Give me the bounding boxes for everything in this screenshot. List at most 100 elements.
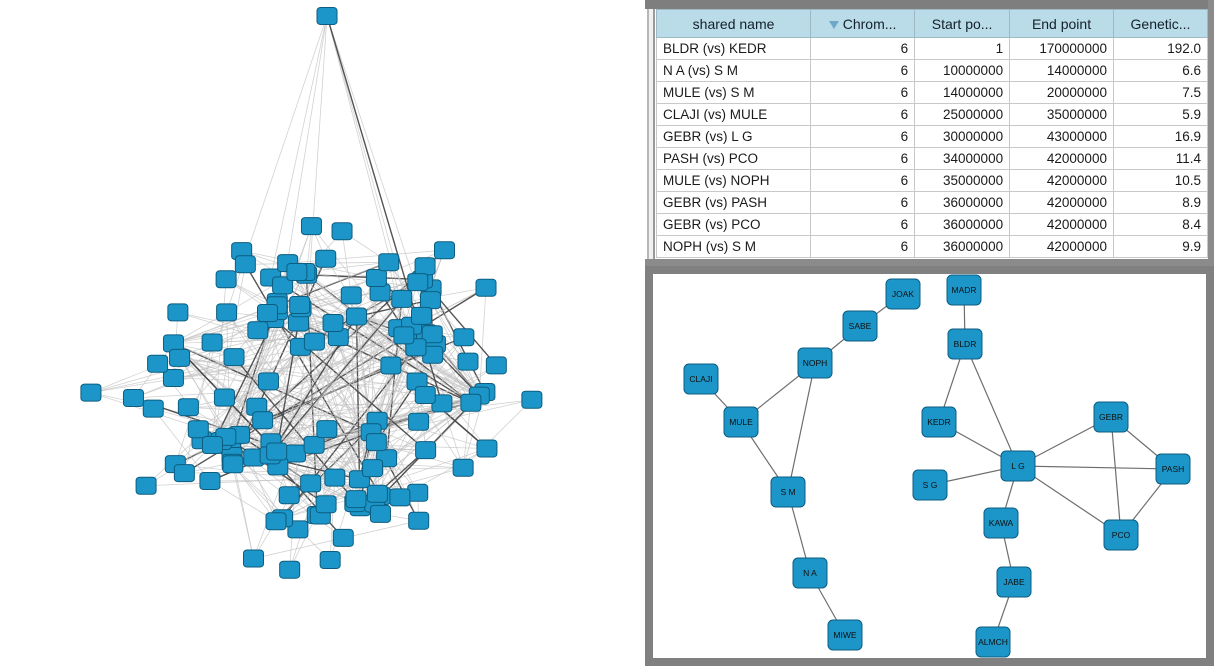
column-header-start-point[interactable]: Start po... bbox=[914, 9, 1011, 38]
graph-node[interactable] bbox=[216, 303, 238, 322]
cell-genetic[interactable]: 8.9 bbox=[1112, 191, 1209, 214]
graph-node[interactable] bbox=[345, 490, 367, 509]
graph-node[interactable] bbox=[419, 291, 441, 310]
graph-node[interactable] bbox=[324, 468, 346, 487]
cell-start-point[interactable]: 36000000 bbox=[914, 191, 1011, 214]
graph-node[interactable] bbox=[167, 303, 189, 322]
cell-start-point[interactable]: 36000000 bbox=[914, 213, 1011, 236]
graph-node[interactable] bbox=[345, 307, 367, 326]
graph-node[interactable]: MULE bbox=[723, 406, 759, 438]
cell-shared-name[interactable]: GEBR (vs) PASH bbox=[655, 191, 812, 214]
graph-node[interactable] bbox=[315, 495, 337, 514]
graph-node[interactable] bbox=[223, 348, 245, 367]
graph-node[interactable] bbox=[199, 472, 221, 491]
left-network-view[interactable] bbox=[0, 0, 645, 669]
graph-node[interactable] bbox=[433, 241, 455, 260]
graph-node[interactable] bbox=[213, 388, 235, 407]
cell-shared-name[interactable]: PASH (vs) PCO bbox=[655, 147, 812, 170]
cell-start-point[interactable]: 10000000 bbox=[914, 59, 1011, 82]
cell-genetic[interactable]: 5.9 bbox=[1112, 103, 1209, 126]
graph-node[interactable] bbox=[485, 356, 507, 375]
graph-node[interactable]: S G bbox=[912, 469, 948, 501]
cell-shared-name[interactable]: GEBR (vs) PCO bbox=[655, 213, 812, 236]
cell-shared-name[interactable]: NOPH (vs) S M bbox=[655, 235, 812, 258]
graph-node[interactable] bbox=[300, 474, 322, 493]
cell-chromosome[interactable]: 6 bbox=[810, 59, 916, 82]
cell-end-point[interactable]: 170000000 bbox=[1009, 37, 1114, 60]
cell-genetic[interactable]: 8.4 bbox=[1112, 213, 1209, 236]
graph-node[interactable] bbox=[278, 486, 300, 505]
graph-node[interactable]: PASH bbox=[1155, 453, 1191, 485]
graph-node[interactable] bbox=[257, 372, 279, 391]
table-row[interactable]: NOPH (vs) S M 6 36000000 42000000 9.9 bbox=[655, 235, 1209, 258]
cell-start-point[interactable]: 35000000 bbox=[914, 169, 1011, 192]
cell-end-point[interactable]: 42000000 bbox=[1009, 169, 1114, 192]
edge-table[interactable]: shared name Chrom... Start po... End poi… bbox=[655, 9, 1209, 258]
main-network-canvas[interactable] bbox=[0, 0, 645, 669]
cell-chromosome[interactable]: 6 bbox=[810, 147, 916, 170]
graph-node[interactable] bbox=[475, 278, 497, 297]
graph-node[interactable] bbox=[369, 504, 391, 523]
graph-node[interactable] bbox=[521, 390, 543, 409]
cell-shared-name[interactable]: N A (vs) S M bbox=[655, 59, 812, 82]
graph-node[interactable] bbox=[287, 520, 309, 539]
graph-node[interactable] bbox=[142, 399, 164, 418]
graph-node[interactable]: MIWE bbox=[827, 619, 863, 651]
graph-node[interactable]: N A bbox=[792, 557, 828, 589]
cell-start-point[interactable]: 1 bbox=[914, 37, 1011, 60]
graph-node[interactable] bbox=[234, 255, 256, 274]
graph-node[interactable]: KEDR bbox=[921, 406, 957, 438]
table-row[interactable]: MULE (vs) S M 6 14000000 20000000 7.5 bbox=[655, 81, 1209, 104]
graph-node[interactable] bbox=[289, 295, 311, 314]
graph-node[interactable] bbox=[460, 393, 482, 412]
graph-node[interactable] bbox=[173, 464, 195, 483]
graph-node[interactable]: ALMCH bbox=[975, 626, 1011, 658]
cell-end-point[interactable]: 20000000 bbox=[1009, 81, 1114, 104]
graph-node[interactable] bbox=[457, 352, 479, 371]
graph-node[interactable] bbox=[414, 386, 436, 405]
cell-start-point[interactable]: 36000000 bbox=[914, 235, 1011, 258]
graph-node[interactable] bbox=[252, 411, 274, 430]
table-row[interactable]: PASH (vs) PCO 6 34000000 42000000 11.4 bbox=[655, 147, 1209, 170]
graph-node[interactable] bbox=[222, 455, 244, 474]
cell-end-point[interactable]: 14000000 bbox=[1009, 59, 1114, 82]
graph-node[interactable] bbox=[476, 439, 498, 458]
cell-start-point[interactable]: 14000000 bbox=[914, 81, 1011, 104]
graph-node[interactable] bbox=[331, 222, 353, 241]
graph-node[interactable] bbox=[421, 325, 443, 344]
graph-node[interactable] bbox=[365, 268, 387, 287]
cell-chromosome[interactable]: 6 bbox=[810, 37, 916, 60]
cell-genetic[interactable]: 11.4 bbox=[1112, 147, 1209, 170]
table-row[interactable]: CLAJI (vs) MULE 6 25000000 35000000 5.9 bbox=[655, 103, 1209, 126]
graph-node[interactable] bbox=[378, 253, 400, 272]
graph-node[interactable] bbox=[147, 354, 169, 373]
graph-node[interactable]: S M bbox=[770, 476, 806, 508]
table-row[interactable]: GEBR (vs) L G 6 30000000 43000000 16.9 bbox=[655, 125, 1209, 148]
cell-shared-name[interactable]: BLDR (vs) KEDR bbox=[655, 37, 812, 60]
table-vertical-scrollbar[interactable] bbox=[645, 9, 656, 266]
graph-node[interactable] bbox=[279, 560, 301, 579]
column-header-shared-name[interactable]: shared name bbox=[655, 9, 812, 38]
graph-node[interactable] bbox=[215, 270, 237, 289]
subnetwork-panel[interactable]: CLAJI MULE NOPH SABE JOAK S M N A MIWE MADR BLDR K… bbox=[645, 266, 1214, 666]
graph-node[interactable] bbox=[303, 332, 325, 351]
cell-shared-name[interactable]: MULE (vs) S M bbox=[655, 81, 812, 104]
table-row[interactable]: BLDR (vs) KEDR 6 1 170000000 192.0 bbox=[655, 37, 1209, 60]
table-body[interactable]: BLDR (vs) KEDR 6 1 170000000 192.0 N A (vs) S… bbox=[655, 37, 1209, 258]
graph-node[interactable] bbox=[286, 262, 308, 281]
graph-node[interactable]: GEBR bbox=[1093, 401, 1129, 433]
graph-node[interactable] bbox=[408, 511, 430, 530]
graph-node[interactable]: MADR bbox=[946, 274, 982, 306]
graph-node[interactable] bbox=[284, 444, 306, 463]
cell-genetic[interactable]: 10.5 bbox=[1112, 169, 1209, 192]
graph-node[interactable] bbox=[453, 328, 475, 347]
graph-node[interactable] bbox=[389, 488, 411, 507]
cell-start-point[interactable]: 34000000 bbox=[914, 147, 1011, 170]
table-row[interactable]: GEBR (vs) PASH 6 36000000 42000000 8.9 bbox=[655, 191, 1209, 214]
cell-shared-name[interactable]: MULE (vs) NOPH bbox=[655, 169, 812, 192]
graph-node[interactable] bbox=[169, 348, 191, 367]
cell-chromosome[interactable]: 6 bbox=[810, 81, 916, 104]
graph-node[interactable] bbox=[366, 484, 388, 503]
graph-node[interactable] bbox=[300, 217, 322, 236]
graph-node[interactable]: CLAJI bbox=[683, 363, 719, 395]
